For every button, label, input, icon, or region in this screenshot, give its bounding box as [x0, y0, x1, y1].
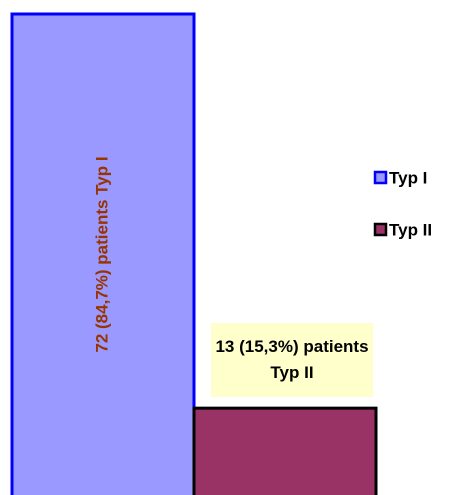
legend-label: Typ I: [389, 168, 427, 187]
legend-marker: [373, 170, 388, 185]
bar: [192, 406, 378, 495]
data-label: 72 (84,7%) patients Typ I: [92, 156, 111, 352]
legend-marker: [373, 222, 388, 237]
data-label: 13 (15,3%) patients Typ II: [211, 323, 373, 397]
bar: [10, 12, 196, 495]
legend-label: Typ II: [389, 220, 432, 239]
